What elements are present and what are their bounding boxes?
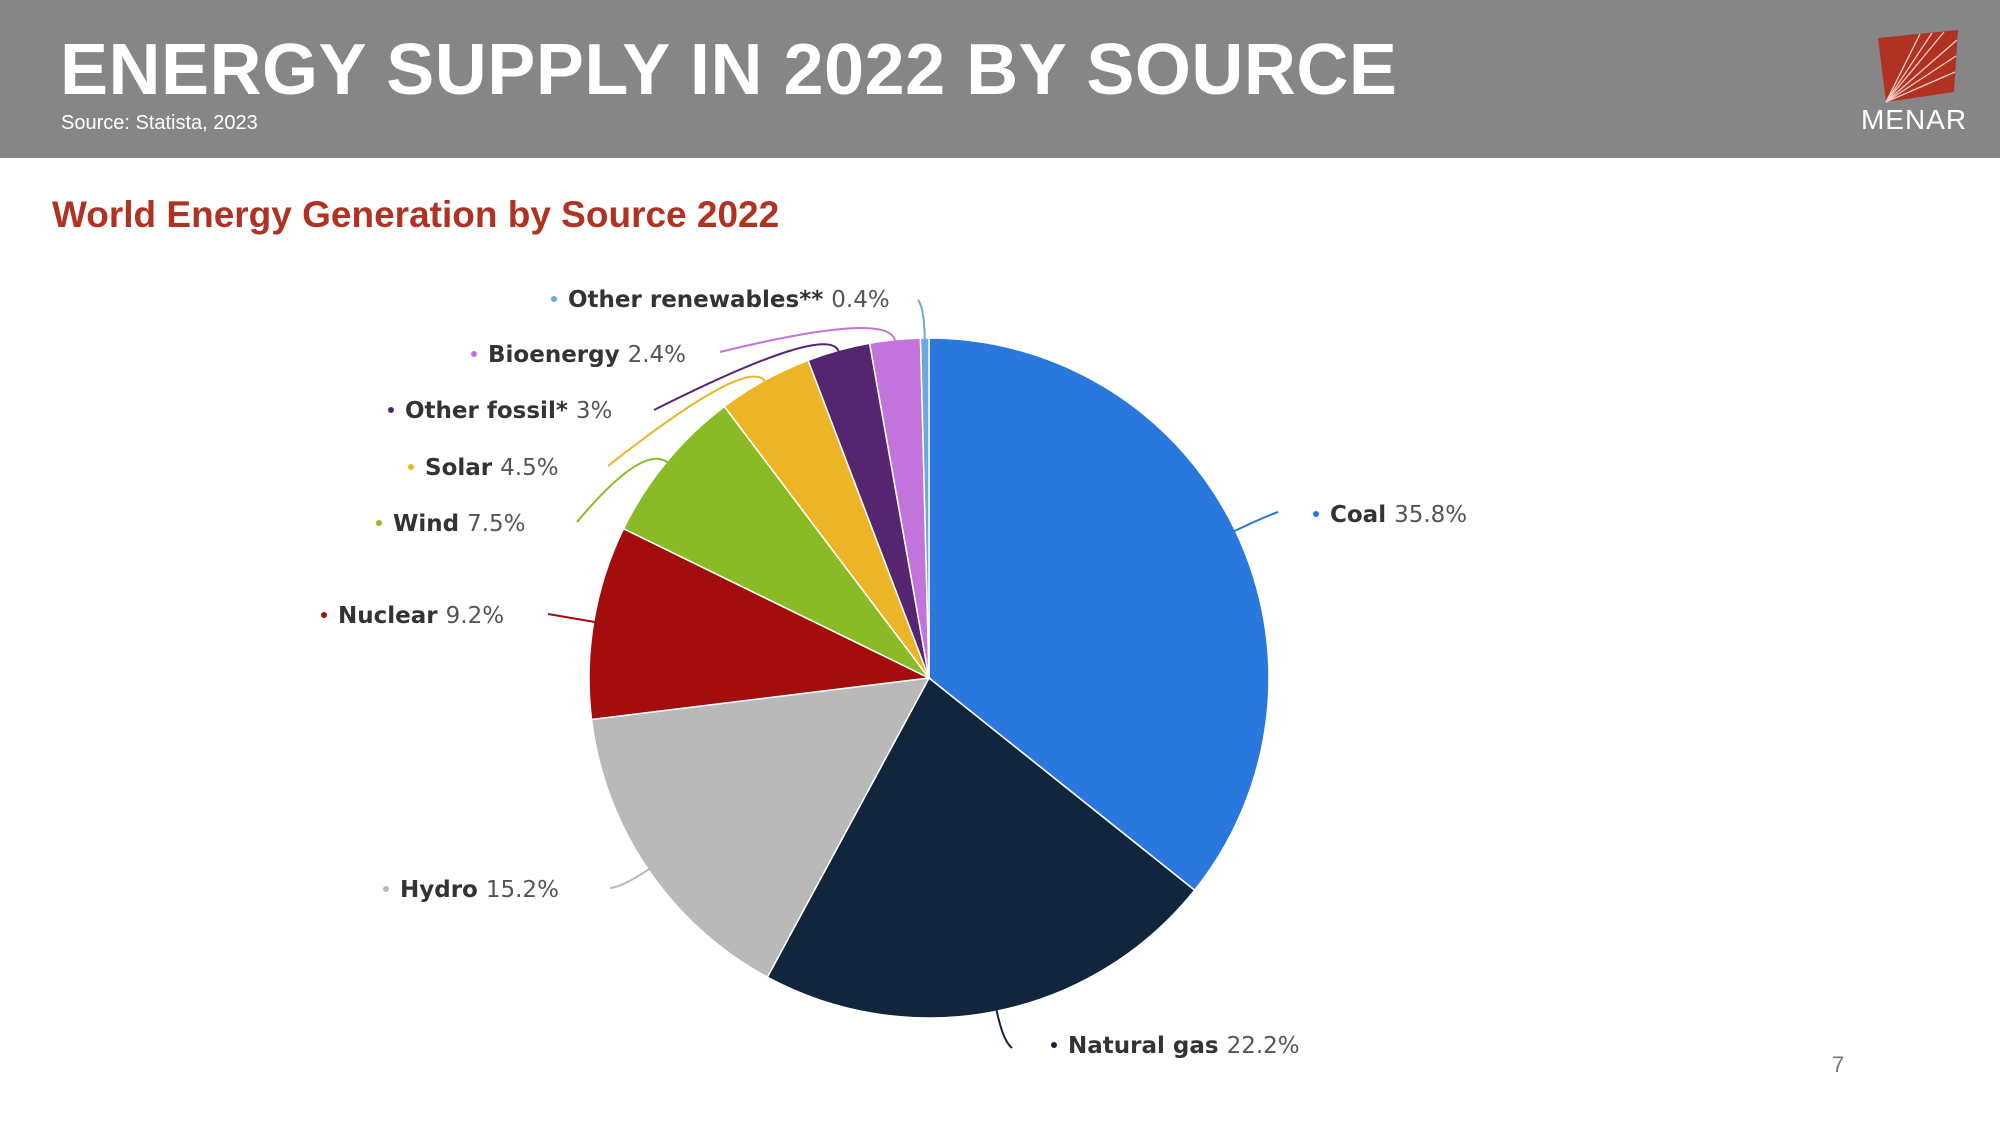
slice-label-other-renewables: Other renewables** 0.4% [568,287,890,313]
slice-label-wind: Wind 7.5% [393,511,526,537]
slice-label-value: 0.4% [831,287,889,313]
slice-label-natural-gas: Natural gas 22.2% [1068,1033,1300,1059]
slice-label-solar: Solar 4.5% [425,455,559,481]
leader-line-other-fossil [653,343,840,411]
menar-logo-icon [1878,30,1958,103]
slice-label-name: Hydro [400,877,486,903]
slice-label-other-fossil: Other fossil* 3% [405,398,612,424]
slice-label-value: 2.4% [628,342,686,368]
slice-label-bioenergy: Bioenergy 2.4% [488,342,686,368]
slice-label-value: 9.2% [446,603,504,629]
slide-header: ENERGY SUPPLY IN 2022 BY SOURCE Source: … [0,0,2000,158]
legend-bullet-nuclear [321,612,327,618]
leader-line-nuclear [547,613,596,624]
slice-label-nuclear: Nuclear 9.2% [338,603,504,629]
slice-label-name: Wind [393,511,467,537]
legend-bullet-natural-gas [1051,1042,1057,1048]
chart-title: World Energy Generation by Source 2022 [52,194,780,235]
slice-label-name: Natural gas [1068,1033,1227,1059]
slice-label-name: Coal [1330,502,1394,528]
page-number: 7 [1832,1052,1845,1077]
slice-label-value: 4.5% [500,455,558,481]
legend-bullet-solar [408,464,414,470]
legend-bullet-coal [1313,511,1319,517]
slice-label-name: Other renewables** [568,287,831,313]
slice-label-name: Other fossil* [405,398,576,424]
slide-title: ENERGY SUPPLY IN 2022 BY SOURCE [60,30,1398,110]
legend-bullet-other-renewables [551,296,557,302]
leader-line-solar [607,375,767,467]
slice-label-hydro: Hydro 15.2% [400,877,559,903]
leader-line-coal [1233,511,1279,533]
legend-bullet-other-fossil [388,407,394,413]
slice-label-value: 15.2% [486,877,559,903]
slice-label-name: Nuclear [338,603,446,629]
leader-line-wind [576,457,669,523]
leader-line-hydro [609,867,651,889]
slice-label-value: 3% [576,398,613,424]
slice-label-value: 22.2% [1227,1033,1300,1059]
legend-bullet-wind [376,520,382,526]
legend-bullet-bioenergy [471,351,477,357]
slice-label-name: Solar [425,455,500,481]
slice-label-name: Bioenergy [488,342,628,368]
slice-label-coal: Coal 35.8% [1330,502,1467,528]
leader-line-bioenergy [719,327,897,353]
slice-label-value: 7.5% [467,511,525,537]
legend-bullet-hydro [383,886,389,892]
source-note: Source: Statista, 2023 [61,112,258,134]
leader-line-other-renewables [917,299,926,341]
logo-text: MENAR [1860,104,1968,135]
leader-line-natural-gas [995,1009,1013,1049]
slice-label-value: 35.8% [1394,502,1467,528]
